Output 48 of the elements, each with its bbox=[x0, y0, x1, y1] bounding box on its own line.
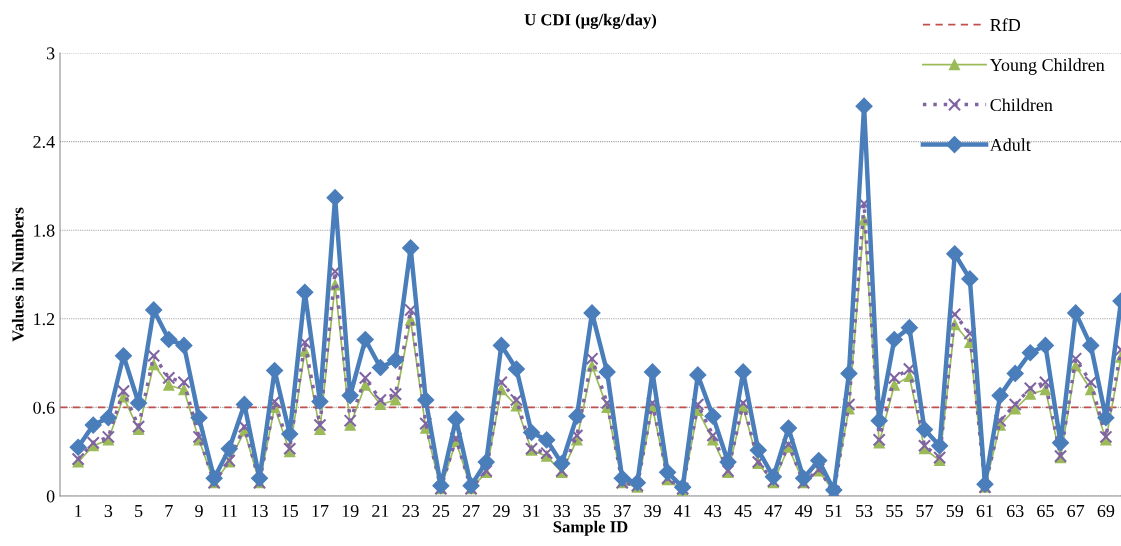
y-tick-label: 0.6 bbox=[33, 401, 55, 414]
x-tick-label: 47 bbox=[764, 504, 782, 517]
legend-label: Children bbox=[990, 98, 1053, 112]
x-tick-label: 23 bbox=[402, 504, 419, 518]
x-tick-label: 51 bbox=[825, 504, 842, 518]
x-axis-title: Sample ID bbox=[553, 520, 628, 536]
x-tick-label: 9 bbox=[195, 504, 203, 518]
legend-label: Young Children bbox=[989, 58, 1105, 75]
x-tick-label: 43 bbox=[704, 504, 722, 518]
x-tick-label: 5 bbox=[135, 505, 143, 518]
x-tick-label: 67 bbox=[1067, 504, 1085, 518]
x-tick-label: 21 bbox=[372, 504, 389, 517]
x-tick-label: 17 bbox=[312, 504, 329, 517]
x-tick-label: 3 bbox=[104, 504, 113, 518]
x-tick-label: 63 bbox=[1006, 504, 1024, 518]
x-tick-label: 37 bbox=[614, 504, 631, 518]
x-tick-label: 7 bbox=[165, 505, 173, 517]
x-tick-label: 45 bbox=[734, 504, 752, 518]
legend-label: Adult bbox=[989, 138, 1031, 152]
x-tick-label: 29 bbox=[493, 504, 510, 518]
x-tick-label: 53 bbox=[856, 504, 873, 518]
x-tick-label: 13 bbox=[252, 504, 268, 518]
x-tick-label: 61 bbox=[976, 504, 993, 518]
x-tick-label: 59 bbox=[946, 504, 964, 518]
x-tick-label: 41 bbox=[674, 504, 691, 517]
x-tick-label: 57 bbox=[916, 505, 934, 518]
x-tick-label: 33 bbox=[553, 504, 571, 518]
x-tick-label: 55 bbox=[886, 505, 903, 518]
x-tick-label: 69 bbox=[1097, 504, 1115, 518]
x-tick-label: 39 bbox=[644, 504, 661, 518]
x-tick-label: 11 bbox=[222, 504, 237, 517]
chart-title: U CDI (μg/kg/day) bbox=[524, 13, 657, 29]
y-tick-label: 1.2 bbox=[34, 313, 55, 326]
x-tick-label: 25 bbox=[432, 504, 450, 518]
y-tick-label: 2.4 bbox=[33, 135, 55, 149]
y-tick-label: 3 bbox=[46, 47, 55, 60]
x-tick-label: 49 bbox=[794, 504, 812, 518]
x-tick-label: 27 bbox=[462, 504, 480, 517]
y-axis-title: Values in Numbers bbox=[11, 207, 24, 342]
x-tick-label: 35 bbox=[583, 504, 601, 518]
x-tick-label: 15 bbox=[282, 504, 299, 518]
y-tick-label: 0 bbox=[46, 490, 55, 503]
legend-label: RfD bbox=[990, 18, 1021, 31]
x-tick-label: 65 bbox=[1037, 504, 1054, 518]
x-tick-label: 19 bbox=[342, 504, 359, 518]
y-tick-label: 1.8 bbox=[34, 224, 55, 237]
x-tick-label: 31 bbox=[523, 504, 540, 518]
x-tick-label: 1 bbox=[75, 504, 82, 517]
